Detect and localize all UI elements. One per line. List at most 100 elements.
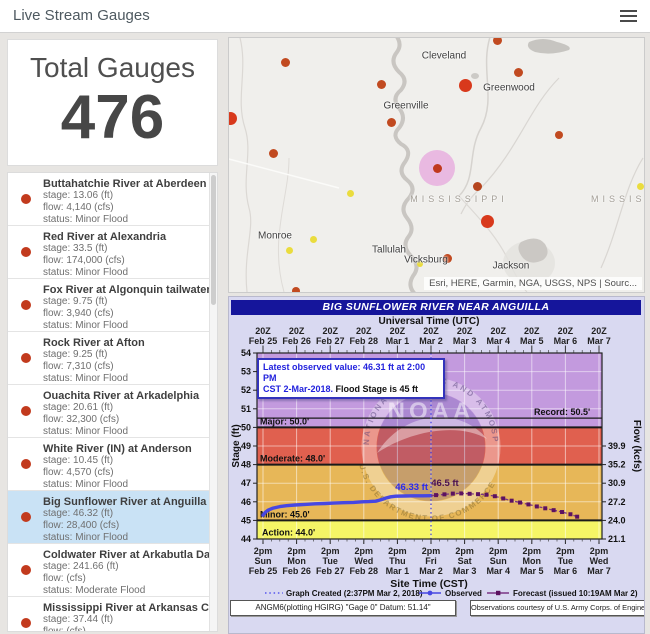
- zone-label-action: Action: 44.0': [262, 528, 315, 538]
- forecast-point: [568, 512, 573, 517]
- top-tick-date: Feb 28: [350, 336, 379, 346]
- gauge-list-item[interactable]: White River (IN) at Anderson stage: 10.45…: [8, 438, 217, 491]
- gauge-status-dot: [21, 512, 31, 522]
- latest-observed-annotation: Latest observed value: 46.31 ft at 2:00 …: [257, 358, 445, 399]
- gauge-list-item[interactable]: Fox River at Algonquin tailwater stage: 9…: [8, 279, 217, 332]
- top-tick-date: Feb 26: [282, 336, 311, 346]
- flow-tick-label: 30.9: [608, 478, 626, 488]
- forecast-point: [467, 491, 472, 496]
- gauge-name: Rock River at Afton: [43, 337, 145, 349]
- flow-tick-label: 35.2: [608, 460, 626, 470]
- gauge-stage: stage: 10.45 (ft): [43, 455, 114, 466]
- bottom-tick-day: Sun: [490, 556, 507, 566]
- gauge-map-dot[interactable]: [432, 163, 442, 173]
- gauge-map-dot[interactable]: [458, 78, 472, 92]
- hydrograph-title: BIG SUNFLOWER RIVER NEAR ANGUILLA: [231, 300, 641, 315]
- gauge-list-item[interactable]: Rock River at Afton stage: 9.25 (ft) flow:…: [8, 332, 217, 385]
- stage-tick-label: 53: [241, 367, 251, 377]
- bottom-tick-date: Mar 4: [486, 566, 510, 576]
- gauge-map-dot[interactable]: [442, 253, 452, 263]
- bottom-tick-day: Wed: [590, 556, 609, 566]
- gauge-map-dot[interactable]: [280, 57, 290, 67]
- bottom-tick-day: Sat: [458, 556, 472, 566]
- bottom-tick-time: 2pm: [489, 546, 508, 556]
- bottom-tick-date: Mar 3: [453, 566, 477, 576]
- bottom-axis-title: Site Time (CST): [390, 578, 467, 590]
- bottom-tick-day: Thu: [389, 556, 406, 566]
- gauge-map-dot[interactable]: [386, 117, 396, 127]
- gauge-status-dot: [21, 565, 31, 575]
- bottom-tick-time: 2pm: [287, 546, 306, 556]
- map-basemap: [229, 38, 644, 292]
- gauge-map-dot[interactable]: [229, 111, 237, 125]
- gauge-status: status: Minor Flood: [43, 426, 129, 437]
- stage-tick-label: 50: [241, 422, 251, 432]
- bottom-tick-date: Feb 28: [350, 566, 379, 576]
- map-panel[interactable]: Cleveland Greenwood Greenville Monroe Tallul…: [228, 37, 645, 293]
- top-tick-time: 20Z: [322, 326, 338, 336]
- top-tick-time: 20Z: [524, 326, 540, 336]
- bottom-tick-time: 2pm: [254, 546, 273, 556]
- zone-label-major: Major: 50.0': [260, 416, 309, 426]
- gauge-stage: stage: 33.5 (ft): [43, 243, 108, 254]
- gauge-status-dot: [21, 300, 31, 310]
- gauge-map-dot[interactable]: [376, 79, 386, 89]
- gauge-list: Buttahatchie River at Aberdeen stage: 13.…: [7, 172, 218, 632]
- gauge-map-dot[interactable]: [636, 182, 644, 190]
- gauge-map-dot[interactable]: [513, 67, 523, 77]
- flood-zone: [257, 464, 602, 521]
- top-tick-time: 20Z: [490, 326, 506, 336]
- scrollbar-thumb[interactable]: [211, 175, 216, 305]
- forecast-point: [459, 491, 464, 496]
- gauge-list-item[interactable]: Ouachita River at Arkadelphia stage: 20.6…: [8, 385, 217, 438]
- annotation-flood-stage: Flood Stage is 45 ft: [333, 384, 419, 394]
- gauge-list-item[interactable]: Buttahatchie River at Aberdeen stage: 13.…: [8, 173, 217, 226]
- gauge-name: Fox River at Algonquin tailwater: [43, 284, 211, 296]
- forecast-point: [476, 492, 481, 497]
- gauge-map-dot[interactable]: [309, 235, 317, 243]
- gauge-stage: stage: 9.25 (ft): [43, 349, 108, 360]
- gauge-map-dot[interactable]: [555, 131, 563, 139]
- bottom-tick-date: Mar 7: [587, 566, 611, 576]
- gauge-map-dot[interactable]: [285, 246, 293, 254]
- zone-label-minor: Minor: 45.0': [260, 509, 310, 519]
- gauge-map-dot[interactable]: [480, 214, 494, 228]
- bottom-tick-time: 2pm: [355, 546, 374, 556]
- gauge-map-dot[interactable]: [472, 181, 482, 191]
- map-attribution: Esri, HERE, Garmin, NGA, USGS, NPS | Sou…: [424, 277, 642, 290]
- gauge-map-dot[interactable]: [292, 287, 300, 292]
- flow-tick-label: 24.0: [608, 515, 626, 525]
- gauge-status-dot: [21, 353, 31, 363]
- app-title: Live Stream Gauges: [13, 7, 150, 24]
- list-scrollbar[interactable]: [209, 173, 217, 631]
- stage-tick-label: 44: [241, 534, 251, 544]
- gauge-list-item[interactable]: Mississippi River at Arkansas City stage:…: [8, 597, 217, 632]
- gauge-name: Ouachita River at Arkadelphia: [43, 390, 200, 402]
- gauge-list-item[interactable]: Big Sunflower River at Anguilla stage: 46…: [8, 491, 217, 544]
- bottom-tick-time: 2pm: [556, 546, 575, 556]
- gauge-list-item[interactable]: Red River at Alexandria stage: 33.5 (ft) f…: [8, 226, 217, 279]
- top-axis-title: Universal Time (UTC): [379, 316, 480, 327]
- gauge-map-dot[interactable]: [268, 148, 278, 158]
- gauge-map-dot[interactable]: [492, 38, 502, 45]
- forecast-point: [518, 500, 523, 505]
- gauge-list-item[interactable]: Coldwater River at Arkabutla Dam stage: 2…: [8, 544, 217, 597]
- gauge-map-dot[interactable]: [346, 189, 354, 197]
- bottom-tick-day: Wed: [354, 556, 373, 566]
- hamburger-menu-icon[interactable]: [620, 10, 637, 23]
- gauge-name: Big Sunflower River at Anguilla: [43, 496, 207, 508]
- top-tick-date: Mar 1: [386, 336, 410, 346]
- top-tick-time: 20Z: [255, 326, 271, 336]
- flow-tick-label: 21.1: [608, 534, 626, 544]
- gauge-flow: flow: 174,000 (cfs): [43, 255, 125, 266]
- top-tick-date: Feb 25: [249, 336, 278, 346]
- top-tick-time: 20Z: [558, 326, 574, 336]
- gauge-stage: stage: 37.44 (ft): [43, 614, 114, 625]
- forecast-point: [543, 506, 548, 511]
- gauge-map-dot[interactable]: [417, 261, 423, 267]
- gauge-flow: flow: (cfs): [43, 626, 86, 632]
- forecast-peak-label: 46.5 ft: [431, 478, 459, 489]
- top-tick-date: Feb 27: [316, 336, 345, 346]
- gauge-flow: flow: 32,300 (cfs): [43, 414, 120, 425]
- gauge-flow: flow: (cfs): [43, 573, 86, 584]
